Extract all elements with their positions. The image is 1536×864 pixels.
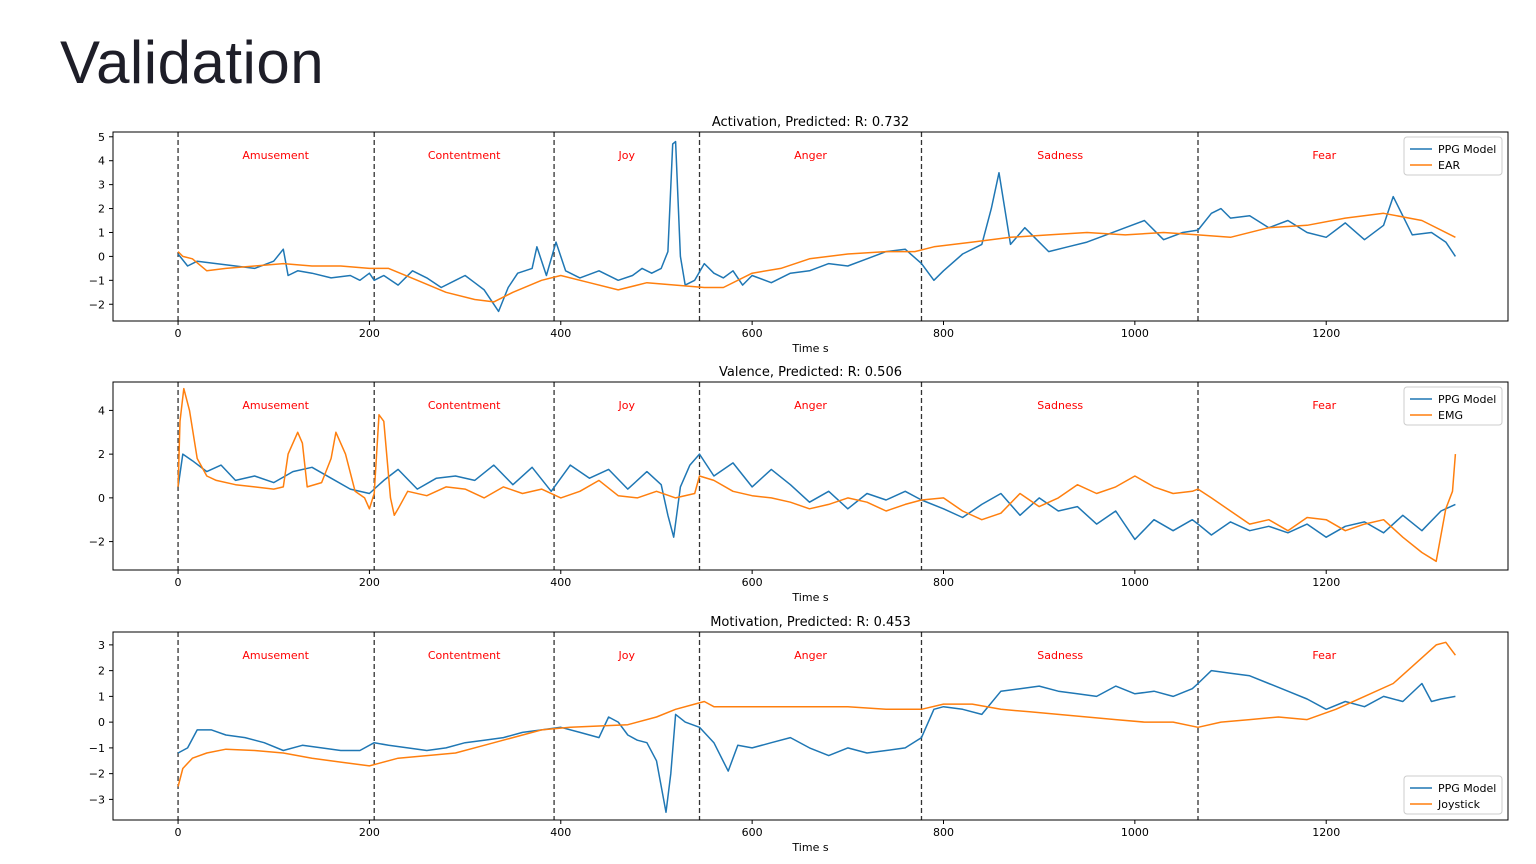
page-title: Validation bbox=[60, 29, 325, 96]
y-tick-label: 1 bbox=[98, 690, 105, 703]
legend: PPG Model Joystick bbox=[1403, 775, 1503, 815]
plot-frame bbox=[112, 631, 1509, 821]
x-tick-label: 400 bbox=[550, 327, 571, 340]
series-line-emg bbox=[177, 387, 1457, 563]
y-tick-label: 2 bbox=[98, 665, 105, 678]
x-tick-label: 800 bbox=[933, 327, 954, 340]
x-tick-label: 1000 bbox=[1121, 327, 1149, 340]
x-tick-label: 600 bbox=[742, 826, 763, 839]
emotion-label: Contentment bbox=[428, 649, 501, 662]
y-tick-label: 0 bbox=[98, 250, 105, 263]
y-tick-label: 3 bbox=[98, 179, 105, 192]
emotion-label: Anger bbox=[794, 149, 827, 162]
emotion-label: Joy bbox=[618, 399, 636, 412]
x-tick-label: 200 bbox=[359, 576, 380, 589]
series-line-ppg-model bbox=[177, 140, 1457, 313]
plot-frame bbox=[112, 131, 1509, 322]
chart-title: Valence, Predicted: R: 0.506 bbox=[719, 365, 902, 380]
series-line-ppg-model bbox=[177, 453, 1456, 541]
x-tick-label: 400 bbox=[550, 826, 571, 839]
y-tick-label: 0 bbox=[98, 492, 105, 505]
y-tick-label: −2 bbox=[89, 768, 105, 781]
y-tick-label: −2 bbox=[89, 298, 105, 311]
x-tick-label: 1200 bbox=[1312, 826, 1340, 839]
x-tick-label: 1200 bbox=[1312, 576, 1340, 589]
chart-3: Motivation, Predicted: R: 0.453 Amusement… bbox=[89, 615, 1509, 854]
x-tick-label: 800 bbox=[933, 826, 954, 839]
y-tick-label: 3 bbox=[98, 639, 105, 652]
chart-title: Activation, Predicted: R: 0.732 bbox=[712, 115, 909, 130]
x-axis-label: Time s bbox=[791, 841, 828, 854]
legend-label: PPG Model bbox=[1438, 393, 1496, 406]
legend-label: PPG Model bbox=[1438, 782, 1496, 795]
y-tick-label: −3 bbox=[89, 793, 105, 806]
x-tick-label: 200 bbox=[359, 327, 380, 340]
chart-1: Activation, Predicted: R: 0.732 Amusement… bbox=[89, 115, 1509, 355]
legend-label: EMG bbox=[1438, 409, 1463, 422]
legend-label: Joystick bbox=[1437, 798, 1481, 811]
series-line-ppg-model bbox=[177, 669, 1456, 814]
emotion-label: Joy bbox=[618, 149, 636, 162]
emotion-label: Anger bbox=[794, 649, 827, 662]
x-tick-label: 600 bbox=[742, 576, 763, 589]
emotion-label: Sadness bbox=[1037, 399, 1083, 412]
y-tick-label: 4 bbox=[98, 155, 105, 168]
y-tick-label: −1 bbox=[89, 742, 105, 755]
y-tick-label: 1 bbox=[98, 226, 105, 239]
x-axis-label: Time s bbox=[791, 591, 828, 604]
x-tick-label: 1200 bbox=[1312, 327, 1340, 340]
y-tick-label: 0 bbox=[98, 716, 105, 729]
y-tick-label: 2 bbox=[98, 448, 105, 461]
emotion-label: Sadness bbox=[1037, 649, 1083, 662]
x-tick-label: 0 bbox=[175, 576, 182, 589]
plot-frame bbox=[112, 381, 1509, 571]
legend: PPG Model EMG bbox=[1403, 386, 1503, 426]
y-tick-label: −1 bbox=[89, 274, 105, 287]
emotion-label: Fear bbox=[1312, 649, 1336, 662]
x-axis-label: Time s bbox=[791, 342, 828, 355]
legend: PPG Model EAR bbox=[1403, 136, 1503, 176]
emotion-label: Sadness bbox=[1037, 149, 1083, 162]
chart-2: Valence, Predicted: R: 0.506 Amusement Con… bbox=[89, 365, 1509, 604]
emotion-label: Fear bbox=[1312, 399, 1336, 412]
emotion-label: Amusement bbox=[242, 149, 309, 162]
y-tick-label: 4 bbox=[98, 404, 105, 417]
x-tick-label: 0 bbox=[175, 826, 182, 839]
legend-label: EAR bbox=[1438, 159, 1460, 172]
x-tick-label: 0 bbox=[175, 327, 182, 340]
y-tick-label: 2 bbox=[98, 203, 105, 216]
x-tick-label: 1000 bbox=[1121, 576, 1149, 589]
emotion-label: Amusement bbox=[242, 649, 309, 662]
y-tick-label: −2 bbox=[89, 536, 105, 549]
emotion-label: Contentment bbox=[428, 399, 501, 412]
x-tick-label: 200 bbox=[359, 826, 380, 839]
chart-title: Motivation, Predicted: R: 0.453 bbox=[710, 615, 911, 630]
emotion-label: Fear bbox=[1312, 149, 1336, 162]
emotion-label: Joy bbox=[618, 649, 636, 662]
x-tick-label: 1000 bbox=[1121, 826, 1149, 839]
y-tick-label: 5 bbox=[98, 131, 105, 144]
emotion-label: Anger bbox=[794, 399, 827, 412]
x-tick-label: 800 bbox=[933, 576, 954, 589]
emotion-label: Amusement bbox=[242, 399, 309, 412]
legend-label: PPG Model bbox=[1438, 143, 1496, 156]
x-tick-label: 600 bbox=[742, 327, 763, 340]
emotion-label: Contentment bbox=[428, 149, 501, 162]
series-line-ear bbox=[177, 212, 1456, 303]
series-line-joystick bbox=[177, 641, 1457, 787]
x-tick-label: 400 bbox=[550, 576, 571, 589]
